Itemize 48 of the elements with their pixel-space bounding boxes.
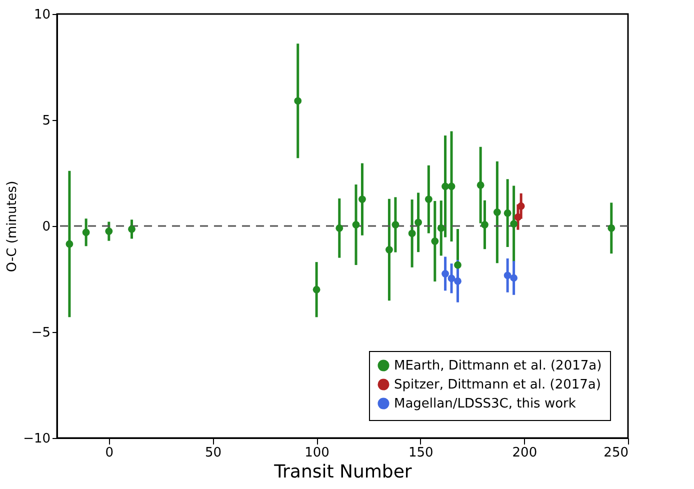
point: [510, 220, 518, 228]
point: [504, 272, 512, 280]
x-tick-label: 0: [105, 446, 114, 460]
point: [448, 182, 456, 190]
point: [608, 224, 616, 232]
y-tick-label: −10: [23, 432, 50, 446]
point: [442, 182, 449, 190]
point: [392, 221, 400, 228]
point: [408, 230, 416, 238]
x-axis-title: Transit Number: [273, 462, 412, 482]
x-tick-label: 250: [604, 446, 628, 460]
point: [358, 196, 366, 203]
point: [454, 261, 462, 269]
x-tick-label: 100: [304, 446, 330, 460]
point: [294, 97, 302, 105]
point: [504, 209, 512, 217]
y-tick-label: 5: [42, 114, 50, 128]
point: [431, 238, 439, 245]
point: [517, 202, 525, 210]
legend-label: Spitzer, Dittmann et al. (2017a): [394, 378, 601, 392]
point: [105, 228, 113, 235]
x-tick-label: 150: [408, 446, 434, 460]
point: [66, 240, 74, 248]
point: [82, 228, 90, 236]
legend-label: Magellan/LDSS3C, this work: [394, 396, 576, 412]
point: [128, 225, 136, 233]
point: [437, 224, 445, 232]
x-tick-label: 50: [204, 446, 222, 460]
point: [448, 274, 456, 282]
x-tick-label: 200: [512, 446, 538, 460]
point: [414, 218, 422, 226]
point: [442, 270, 449, 278]
point: [476, 181, 484, 189]
point: [386, 246, 393, 254]
y-axis-title: O-C (minutes): [5, 180, 20, 272]
point: [336, 224, 344, 232]
point: [454, 277, 462, 285]
legend-label: MEarth, Dittmann et al. (2017a): [394, 358, 602, 374]
point: [352, 221, 360, 228]
point: [312, 286, 320, 294]
y-tick-label: −5: [31, 326, 50, 340]
point: [481, 221, 488, 228]
point: [493, 208, 501, 216]
point: [424, 196, 432, 203]
point: [510, 274, 518, 282]
y-tick-label: 0: [42, 220, 50, 234]
y-tick-label: 10: [34, 8, 50, 22]
point: [514, 213, 522, 221]
